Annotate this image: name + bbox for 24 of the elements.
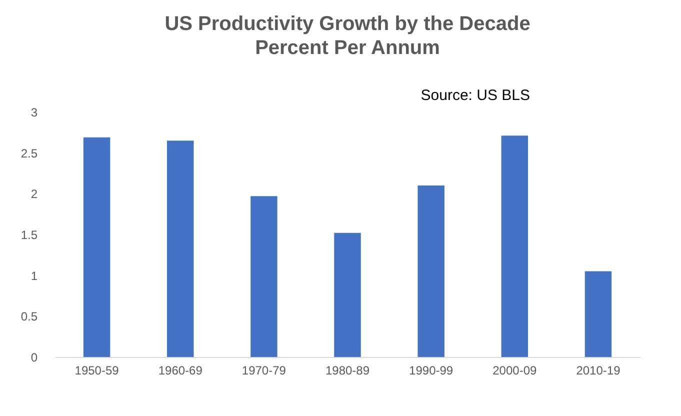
bar <box>166 140 194 357</box>
y-tick-label: 0.5 <box>20 310 38 324</box>
bar <box>418 186 444 357</box>
x-tick-label: 2000-09 <box>492 364 537 378</box>
y-tick-label: 0 <box>30 350 38 364</box>
y-tick-label: 2 <box>30 187 38 202</box>
x-tick-label: 1970-79 <box>242 364 286 378</box>
x-tick-label: 1960-69 <box>158 364 203 378</box>
bar <box>334 232 361 357</box>
chart-title: US Productivity Growth by the Decade <box>164 13 530 35</box>
y-tick-label: 2.5 <box>20 146 38 160</box>
y-tick-label: 1.5 <box>20 228 38 242</box>
x-tick-label: 2010-19 <box>576 364 621 378</box>
bar <box>584 271 612 357</box>
y-tick-label: 3 <box>30 106 38 120</box>
y-tick-label: 1 <box>30 268 38 283</box>
bar <box>250 196 278 357</box>
x-tick-label: 1950-59 <box>74 364 120 378</box>
bar <box>501 136 528 357</box>
x-tick-label: 1980-89 <box>325 364 370 378</box>
source-note: Source: US BLS <box>420 87 530 104</box>
bar <box>83 137 110 357</box>
chart-subtitle: Percent Per Annum <box>255 37 440 59</box>
x-tick-label: 1990-99 <box>409 364 454 378</box>
